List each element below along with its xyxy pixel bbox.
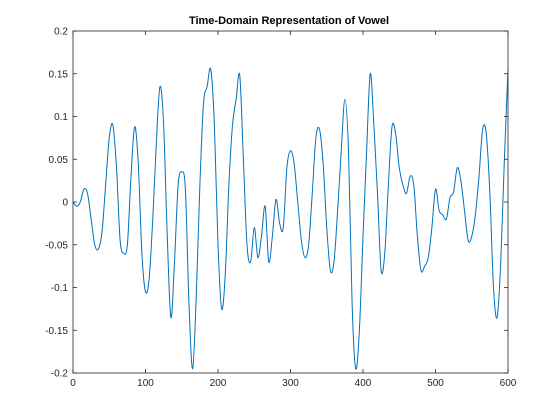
x-tick-label: 600 — [500, 378, 517, 389]
chart-title: Time-Domain Representation of Vowel — [189, 15, 389, 27]
y-tick-label: 0.15 — [49, 69, 69, 80]
y-tick-label: 0 — [62, 198, 68, 209]
x-tick-label: 500 — [427, 378, 444, 389]
x-tick-label: 400 — [355, 378, 372, 389]
x-axis: 0 100 200 300 400 500 600 — [70, 31, 517, 389]
y-tick-label: -0.2 — [51, 369, 69, 380]
y-tick-label: -0.1 — [51, 283, 69, 294]
y-tick-label: -0.15 — [45, 326, 68, 337]
y-tick-label: -0.05 — [45, 240, 68, 251]
x-tick-label: 100 — [137, 378, 154, 389]
x-tick-label: 0 — [70, 378, 76, 389]
x-tick-label: 200 — [210, 378, 227, 389]
x-tick-label: 300 — [282, 378, 299, 389]
y-tick-label: 0.2 — [54, 27, 68, 38]
plot-frame — [72, 30, 509, 374]
y-axis: -0.2 -0.15 -0.1 -0.05 0 0.05 0.1 0.15 0.2 — [45, 27, 508, 380]
y-tick-label: 0.1 — [54, 112, 68, 123]
series-line-0 — [73, 67, 508, 370]
y-tick-label: 0.05 — [49, 155, 69, 166]
